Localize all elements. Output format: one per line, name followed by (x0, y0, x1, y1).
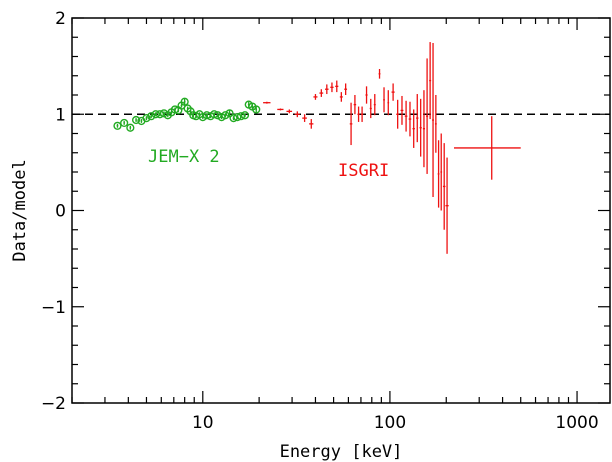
jem-x-marker (147, 112, 156, 121)
isgri-point (309, 119, 314, 129)
isgri-point (302, 114, 307, 122)
isgri-point (319, 89, 324, 97)
isgri-point (365, 86, 368, 104)
jem-x-marker (252, 105, 261, 114)
isgri-point (378, 69, 381, 79)
jem-x-marker-dot (129, 126, 132, 129)
isgri-point (263, 101, 271, 104)
axis-ticks (71, 17, 610, 404)
isgri-point (422, 90, 426, 168)
jem-x-marker (225, 109, 234, 118)
jem-x-marker (126, 123, 135, 132)
isgri-point (453, 116, 521, 180)
isgri-point (330, 82, 334, 93)
isgri-point (432, 43, 434, 198)
y-tick-label: 0 (55, 202, 66, 222)
jem-x-marker-dot (177, 109, 180, 112)
jem-x-point (252, 105, 261, 114)
jem-x-point (225, 109, 234, 118)
jem-x-marker (120, 118, 129, 128)
y-axis-label: Data/model (10, 159, 30, 261)
jem-x-marker (142, 113, 151, 123)
jem-x-marker-dot (135, 119, 137, 121)
isgri-point (387, 90, 390, 116)
x-axis-label: Energy [keV] (280, 442, 403, 462)
y-tick-label: −1 (41, 298, 66, 318)
jem-x-marker-dot (255, 108, 258, 111)
jem-x-point (147, 112, 156, 121)
isgri-point (353, 95, 357, 115)
isgri-point (325, 84, 329, 95)
jem-x-marker-dot (145, 117, 148, 119)
isgri-point (400, 95, 404, 125)
isgri-point (344, 83, 348, 95)
isgri-point (349, 102, 353, 146)
isgri-point (360, 106, 364, 122)
isgri-point (277, 108, 284, 111)
jem-x-marker (113, 121, 122, 130)
isgri-point (445, 157, 449, 254)
jem-x-marker-dot (183, 100, 186, 103)
isgri-point (416, 94, 419, 143)
y-tick-label: −2 (41, 394, 66, 414)
isgri-point (426, 58, 429, 174)
jem-x-marker (180, 97, 189, 106)
y-tick-label: 2 (55, 9, 66, 29)
isgri-point (437, 140, 440, 208)
jem-x-marker-dot (123, 122, 126, 124)
jem-x-marker (131, 115, 141, 125)
jem-x-marker-dot (228, 112, 231, 115)
jem-x-point (240, 111, 250, 120)
isgri-point (286, 109, 293, 114)
isgri-point (429, 42, 432, 120)
isgri-point (357, 106, 360, 122)
isgri-point (383, 87, 385, 113)
isgri-point (294, 111, 300, 118)
isgri-point (339, 92, 343, 102)
x-tick-label: 100 (374, 413, 406, 433)
jem-x-point (142, 113, 151, 123)
x-tick-label: 10 (192, 413, 214, 433)
isgri-point (412, 109, 415, 148)
jem-x-marker (240, 111, 250, 120)
jem-x-point (131, 115, 141, 125)
jem-x-marker-dot (150, 115, 153, 118)
isgri-point (404, 100, 408, 132)
annotation-jem-x: JEM−X 2 (148, 147, 220, 167)
jem-x-marker-dot (116, 124, 119, 127)
jem-x-marker-dot (244, 114, 246, 117)
jem-x-marker-dot (180, 104, 183, 107)
y-tick-label: 1 (55, 105, 66, 125)
isgri-point (335, 80, 339, 93)
isgri-point (391, 83, 395, 101)
jem-x-point (113, 121, 122, 130)
jem-x-marker-dot (189, 110, 192, 113)
isgri-point (442, 143, 446, 230)
isgri-point (373, 94, 376, 116)
isgri-point (369, 98, 372, 119)
x-tick-label: 1000 (555, 413, 598, 433)
isgri-point (408, 101, 412, 137)
data-layer (113, 42, 521, 254)
isgri-point (440, 133, 443, 211)
isgri-point (419, 98, 422, 157)
jem-x-marker-dot (251, 105, 254, 108)
isgri-point (434, 95, 437, 153)
tick-labels: 10 100 1000 −2 −1 0 1 2 (41, 9, 599, 433)
jem-x-point (221, 111, 230, 120)
jem-x-marker-dot (140, 120, 143, 122)
isgri-point (313, 94, 318, 100)
jem-x-point (120, 118, 129, 128)
annotation-isgri: ISGRI (338, 161, 389, 181)
plot-frame (71, 17, 611, 404)
jem-x-marker (221, 111, 230, 120)
jem-x-point (180, 97, 189, 106)
jem-x-point (126, 123, 135, 132)
isgri-point (396, 99, 400, 129)
